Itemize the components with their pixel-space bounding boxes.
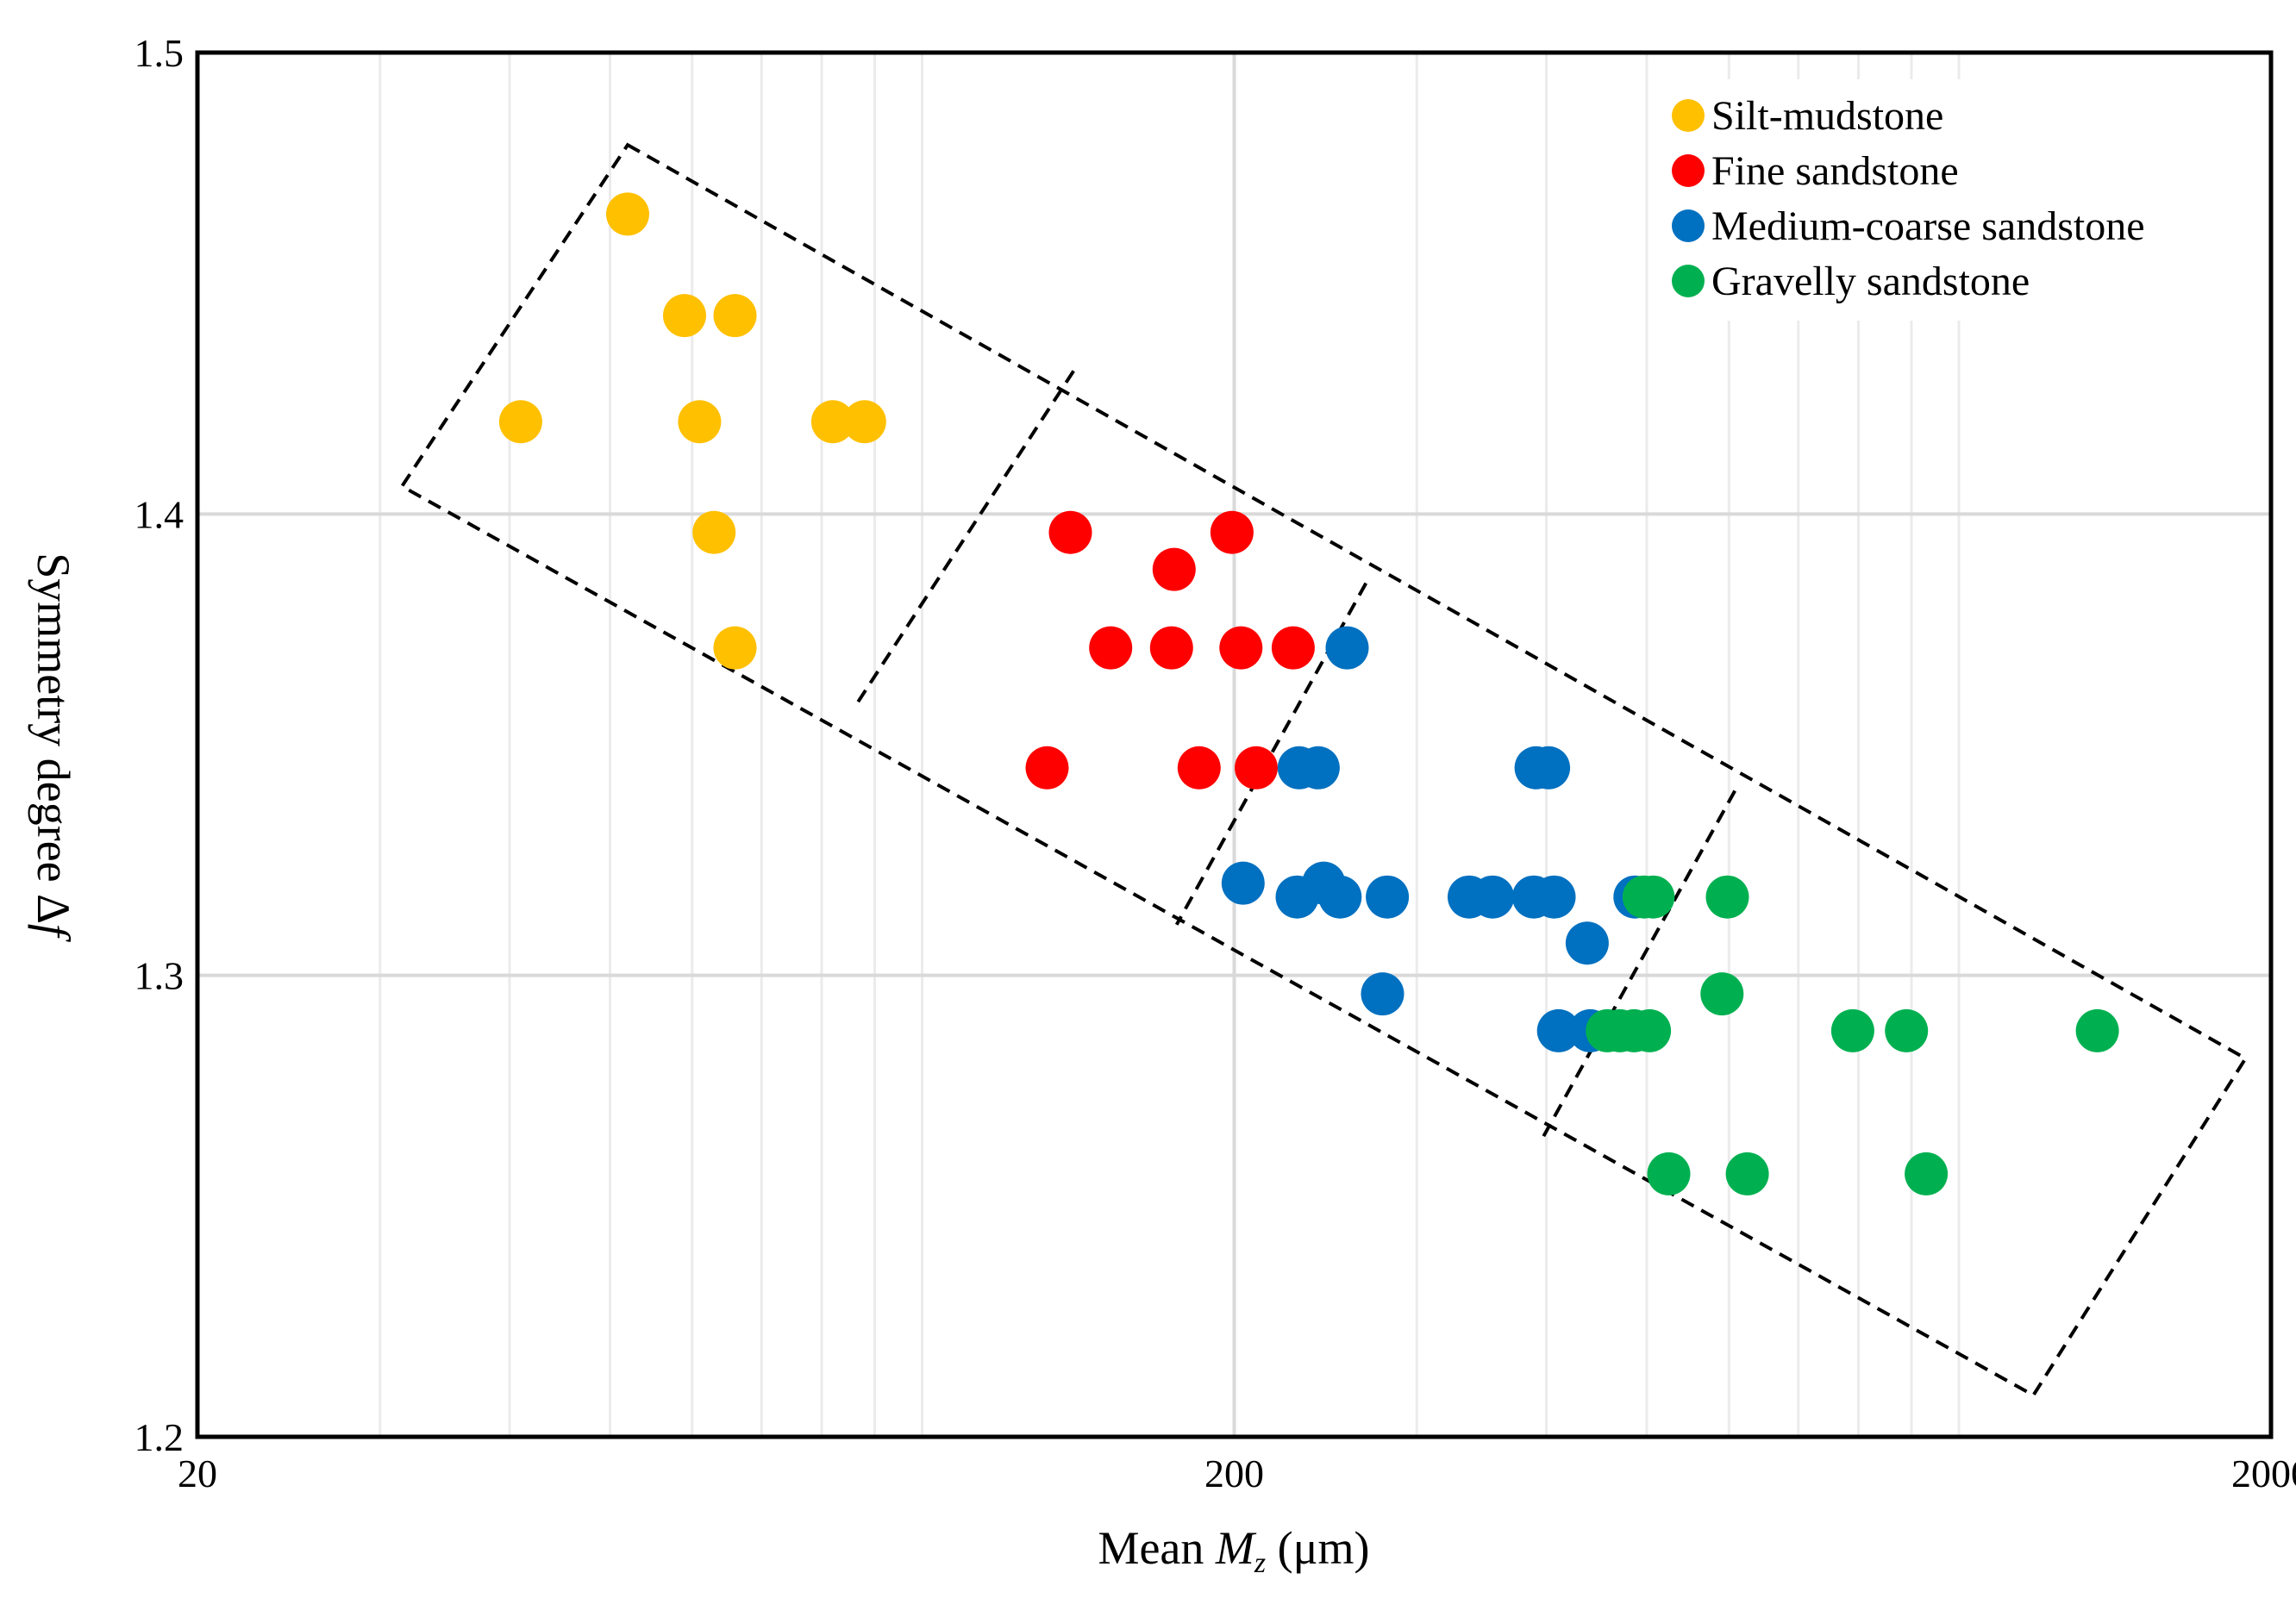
tick-layer: 20 200 2000 1.2 1.3 1.4 1.5 [135,31,2296,1495]
point-silt-mudstone [663,294,706,338]
point-gravelly-sandstone [1830,1008,1874,1052]
point-medium-coarse-sandstone [1565,921,1609,965]
point-medium-coarse-sandstone [1221,861,1265,905]
x-axis-label-subscript: z [1254,1547,1266,1579]
y-tick-label: 1.3 [135,954,185,998]
point-gravelly-sandstone [1647,1152,1691,1195]
point-silt-mudstone [713,294,757,338]
point-medium-coarse-sandstone [1527,746,1571,790]
y-axis-label-italic: f [28,924,79,943]
point-gravelly-sandstone [2075,1008,2119,1052]
point-medium-coarse-sandstone [1471,875,1515,919]
point-silt-mudstone [606,192,649,236]
y-tick-label: 1.2 [135,1415,185,1459]
point-medium-coarse-sandstone [1296,746,1340,790]
legend-label-gravelly-sandstone: Gravelly sandstone [1711,259,2030,304]
svg-text:Symmetry degree Δf: Symmetry degree Δf [28,552,79,943]
x-axis-label-prefix: Mean [1098,1522,1215,1574]
x-tick-label: 2000 [2231,1451,2296,1495]
point-silt-mudstone [692,510,736,554]
y-tick-label: 1.4 [135,492,185,536]
x-axis-label: Mean Mz (μm) [1098,1522,1369,1579]
point-silt-mudstone [713,626,757,670]
point-gravelly-sandstone [1700,972,1744,1016]
legend: Silt-mudstone Fine sandstone Medium-coarse… [1672,93,2145,304]
y-axis-label-symbol: Δ [28,894,79,924]
region-outer-envelope [399,142,2249,1398]
plot-frame [195,50,2274,1439]
point-fine-sandstone [1152,547,1196,591]
y-axis-label-prefix: Symmetry degree [28,552,79,894]
region-divider-2 [1174,582,1368,926]
point-layer [498,192,2119,1195]
legend-marker-medium-coarse-sandstone [1672,209,1705,242]
point-medium-coarse-sandstone [1275,875,1319,919]
region-divider-1 [853,370,1075,709]
svg-text:Mean Mz (μm): Mean Mz (μm) [1098,1522,1369,1579]
point-medium-coarse-sandstone [1536,1008,1580,1052]
point-fine-sandstone [1219,626,1263,670]
point-medium-coarse-sandstone [1325,626,1369,670]
x-axis-label-unit: (μm) [1266,1522,1369,1574]
point-silt-mudstone [810,400,854,444]
legend-label-silt-mudstone: Silt-mudstone [1711,93,1943,139]
point-fine-sandstone [1235,746,1278,790]
point-gravelly-sandstone [1725,1152,1769,1195]
point-medium-coarse-sandstone [1532,875,1576,919]
point-fine-sandstone [1177,746,1221,790]
point-gravelly-sandstone [1885,1008,1929,1052]
point-fine-sandstone [1048,510,1092,554]
region-layer [399,142,2249,1398]
point-silt-mudstone [678,400,722,444]
legend-marker-gravelly-sandstone [1672,265,1705,297]
x-axis-label-symbol: M [1215,1522,1257,1574]
point-gravelly-sandstone [1628,1008,1672,1052]
point-silt-mudstone [842,400,886,444]
x-tick-label: 20 [178,1451,217,1495]
point-fine-sandstone [1149,626,1193,670]
point-fine-sandstone [1210,510,1254,554]
x-tick-label: 200 [1204,1451,1264,1495]
point-fine-sandstone [1025,746,1069,790]
legend-background [1651,79,2255,321]
point-silt-mudstone [498,400,542,444]
legend-label-fine-sandstone: Fine sandstone [1711,148,1959,194]
region-divider-3 [1539,790,1736,1143]
point-fine-sandstone [1089,626,1133,670]
y-axis-label: Symmetry degree Δf [28,552,79,943]
legend-label-medium-coarse-sandstone: Medium-coarse sandstone [1711,203,2145,249]
legend-marker-fine-sandstone [1672,154,1705,187]
point-gravelly-sandstone [1905,1152,1949,1195]
point-gravelly-sandstone [1705,875,1749,919]
legend-marker-silt-mudstone [1672,99,1705,132]
point-medium-coarse-sandstone [1361,972,1405,1016]
point-medium-coarse-sandstone [1318,875,1362,919]
point-gravelly-sandstone [1631,875,1675,919]
y-tick-label: 1.5 [135,31,185,75]
point-medium-coarse-sandstone [1366,875,1410,919]
point-fine-sandstone [1271,626,1315,670]
